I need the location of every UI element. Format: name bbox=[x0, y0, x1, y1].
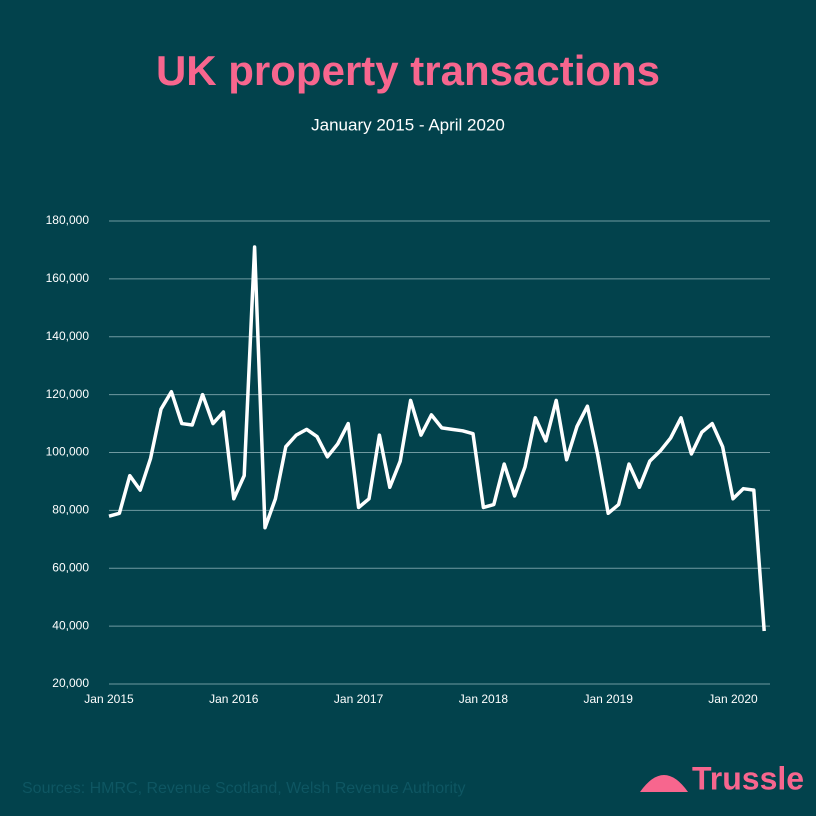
y-tick-label: 20,000 bbox=[52, 676, 89, 690]
chart-subtitle: January 2015 - April 2020 bbox=[311, 115, 505, 134]
y-tick-label: 160,000 bbox=[46, 271, 90, 285]
x-tick-label: Jan 2017 bbox=[334, 692, 384, 706]
x-tick-label: Jan 2020 bbox=[708, 692, 758, 706]
y-tick-label: 80,000 bbox=[52, 503, 89, 517]
x-tick-label: Jan 2016 bbox=[209, 692, 259, 706]
y-tick-label: 60,000 bbox=[52, 560, 89, 574]
logo: Trussle bbox=[692, 760, 804, 796]
chart-title: UK property transactions bbox=[156, 47, 660, 94]
x-tick-label: Jan 2019 bbox=[584, 692, 634, 706]
logo-icon bbox=[640, 775, 688, 792]
y-tick-label: 100,000 bbox=[46, 445, 90, 459]
y-tick-label: 180,000 bbox=[46, 213, 90, 227]
x-tick-label: Jan 2018 bbox=[459, 692, 509, 706]
x-tick-label: Jan 2015 bbox=[84, 692, 134, 706]
y-tick-label: 140,000 bbox=[46, 329, 90, 343]
y-tick-label: 40,000 bbox=[52, 618, 89, 632]
source: Sources: HMRC, Revenue Scotland, Welsh R… bbox=[22, 780, 465, 797]
y-tick-label: 120,000 bbox=[46, 387, 90, 401]
line bbox=[108, 245, 766, 632]
